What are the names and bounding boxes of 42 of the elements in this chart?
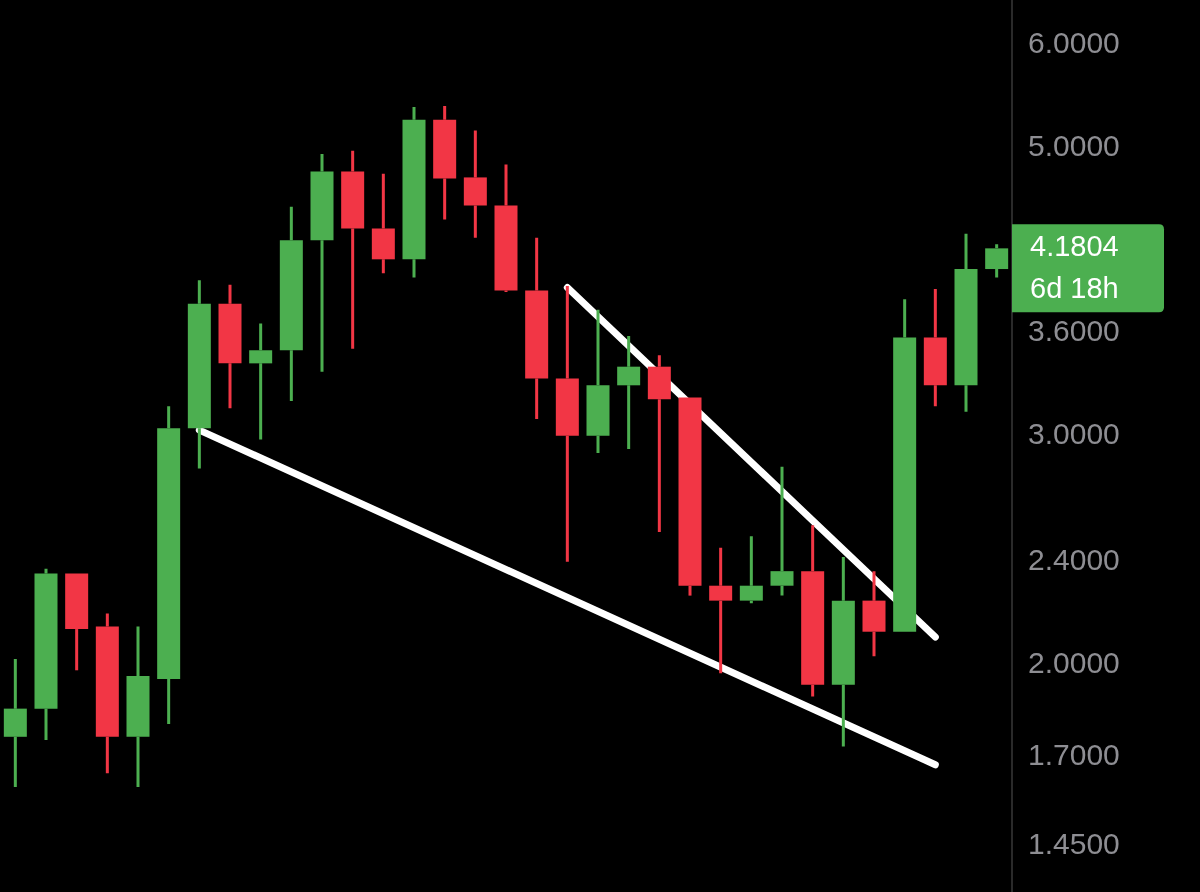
- candlestick: [985, 244, 1009, 278]
- candlestick: [739, 536, 763, 604]
- text: 6d 18h: [1030, 272, 1119, 305]
- candlestick: [770, 466, 794, 596]
- candlestick: [3, 659, 27, 788]
- candlestick: [402, 106, 426, 278]
- candlestick: [95, 613, 119, 774]
- y-tick-label: 2.0000: [1028, 645, 1120, 679]
- candlestick: [586, 309, 610, 453]
- candlestick: [709, 547, 733, 674]
- candlestick: [678, 397, 702, 596]
- candlestick: [126, 626, 150, 788]
- candlestick: [463, 130, 487, 238]
- candlestick: [279, 206, 303, 402]
- candlestick: [433, 105, 457, 220]
- candlestick: [187, 280, 211, 469]
- y-tick-label: 3.6000: [1028, 314, 1120, 348]
- candlestick: [555, 286, 579, 562]
- y-tick-label: 6.0000: [1028, 25, 1120, 59]
- candlestick: [34, 568, 58, 741]
- y-tick-label: 5.0000: [1028, 128, 1120, 162]
- candlestick: [862, 571, 886, 657]
- candlestick: [893, 299, 917, 632]
- y-tick-label: 2.4000: [1028, 542, 1120, 576]
- candlestick: [525, 237, 549, 419]
- y-tick-label: 1.4500: [1028, 827, 1120, 861]
- candlestick: [341, 150, 365, 349]
- candlestick: [218, 284, 242, 409]
- text: 4.1804: [1030, 230, 1119, 263]
- candlestick: [831, 556, 855, 747]
- candlestick: [617, 335, 641, 450]
- candlestick: [371, 173, 395, 274]
- candlestick: [923, 289, 947, 407]
- y-tick-label: 1.7000: [1028, 737, 1120, 771]
- candlestick: [157, 406, 181, 725]
- candlestick: [954, 233, 978, 412]
- candlestick: [249, 323, 273, 440]
- candlestick: [65, 573, 89, 671]
- candlestick: [801, 525, 825, 697]
- candlestick: [310, 154, 334, 372]
- y-tick-label: 3.0000: [1028, 416, 1120, 450]
- candlestick: [647, 355, 671, 532]
